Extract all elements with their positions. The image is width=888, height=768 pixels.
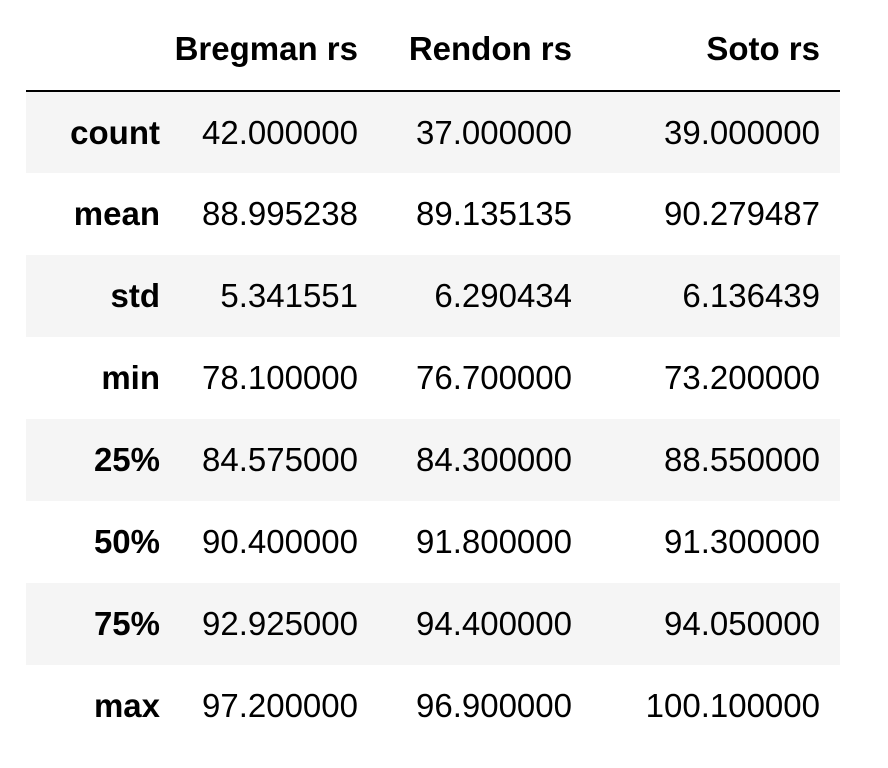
table-cell: 78.100000 (202, 359, 358, 396)
table-cell: 88.995238 (202, 195, 358, 232)
table-cell: 5.341551 (220, 277, 358, 314)
row-label: count (70, 113, 160, 151)
column-header: Rendon rs (378, 0, 592, 92)
table-cell: 97.200000 (202, 687, 358, 724)
column-header: Bregman rs (160, 0, 378, 92)
table-cell: 6.290434 (434, 277, 572, 314)
table-cell: 94.050000 (664, 605, 820, 642)
table-cell: 91.800000 (416, 523, 572, 560)
table-row: mean 88.995238 89.135135 90.279487 (26, 173, 840, 255)
index-header (26, 0, 160, 92)
describe-table: Bregman rs Rendon rs Soto rs count 42.00… (26, 0, 840, 747)
table-cell: 37.000000 (416, 113, 572, 151)
table-cell: 96.900000 (416, 687, 572, 724)
table-cell: 90.279487 (664, 195, 820, 232)
table-cell: 88.550000 (664, 441, 820, 478)
table-cell: 76.700000 (416, 359, 572, 396)
row-label: max (93, 687, 160, 724)
table-row: std 5.341551 6.290434 6.136439 (26, 255, 840, 337)
column-header: Soto rs (592, 0, 840, 92)
row-label: mean (73, 195, 160, 232)
table-cell: 39.000000 (664, 113, 820, 151)
table-row: count 42.000000 37.000000 39.000000 (26, 91, 840, 173)
table-cell: 73.200000 (664, 359, 820, 396)
header-row: Bregman rs Rendon rs Soto rs (26, 0, 840, 92)
table-row: min 78.100000 76.700000 73.200000 (26, 337, 840, 419)
row-label: 25% (93, 441, 160, 478)
table-cell: 6.136439 (682, 277, 820, 314)
table-row: 25% 84.575000 84.300000 88.550000 (26, 419, 840, 501)
table-cell: 84.300000 (416, 441, 572, 478)
describe-table-container: Bregman rs Rendon rs Soto rs count 42.00… (26, 0, 840, 747)
table-cell: 92.925000 (202, 605, 358, 642)
table-cell: 90.400000 (202, 523, 358, 560)
table-cell: 42.000000 (202, 113, 358, 151)
table-row: 75% 92.925000 94.400000 94.050000 (26, 583, 840, 665)
row-label: min (101, 359, 160, 396)
table-cell: 100.100000 (645, 687, 820, 724)
row-label: 75% (93, 605, 160, 642)
table-row: 50% 90.400000 91.800000 91.300000 (26, 501, 840, 583)
table-cell: 94.400000 (416, 605, 572, 642)
row-label: std (110, 277, 161, 314)
table-cell: 84.575000 (202, 441, 358, 478)
table-cell: 89.135135 (416, 195, 572, 232)
table-row: max 97.200000 96.900000 100.100000 (26, 665, 840, 747)
row-label: 50% (93, 523, 160, 560)
table-cell: 91.300000 (664, 523, 820, 560)
